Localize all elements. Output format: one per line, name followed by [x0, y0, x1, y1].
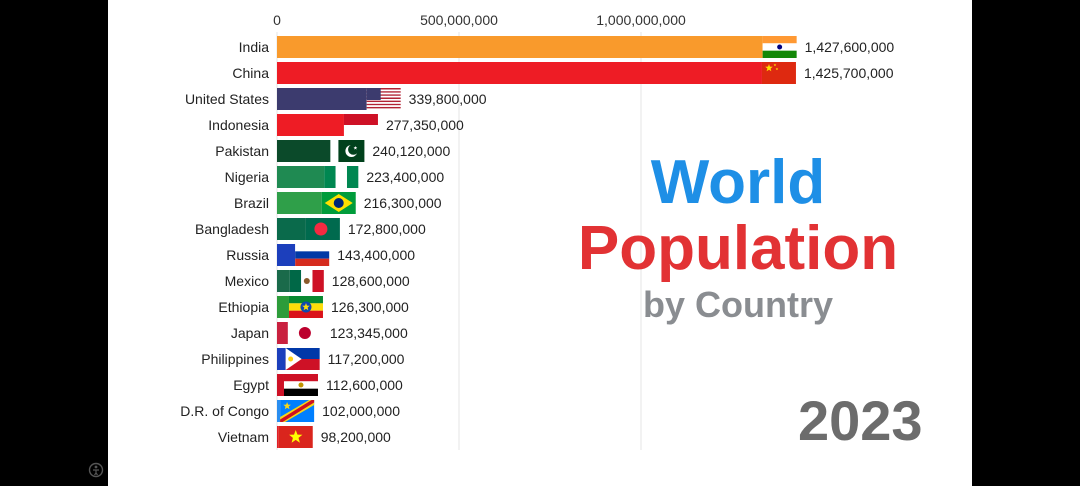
bar — [277, 426, 279, 448]
bar — [277, 140, 331, 162]
japan-flag — [287, 322, 322, 344]
pakistan-flag — [330, 140, 365, 162]
bar — [277, 192, 322, 214]
bar — [277, 218, 306, 240]
dr-congo-flag — [280, 400, 315, 422]
category-label: Nigeria — [225, 169, 270, 185]
value-label: 223,400,000 — [366, 169, 444, 185]
title-line-by-country: by Country — [642, 284, 833, 325]
category-label: Japan — [231, 325, 269, 341]
category-label: Vietnam — [218, 429, 269, 445]
value-label: 117,200,000 — [328, 351, 405, 367]
bangladesh-flag — [305, 218, 340, 240]
value-label: 112,600,000 — [326, 377, 403, 393]
value-label: 1,427,600,000 — [805, 39, 895, 55]
category-label: China — [232, 65, 269, 81]
russia-flag — [295, 244, 330, 266]
china-flag — [761, 62, 796, 84]
title-line-population: Population — [577, 214, 899, 283]
value-label: 240,120,000 — [372, 143, 450, 159]
bar — [277, 400, 281, 422]
bar — [277, 114, 344, 136]
category-label: Philippines — [201, 351, 269, 367]
egypt-flag — [283, 374, 318, 396]
x-tick-label: 0 — [273, 12, 281, 28]
bar — [277, 322, 288, 344]
bar-chart: 0 500,000,000 1,000,000,000 India 1,427,600,… — [180, 12, 895, 450]
x-tick-label: 500,000,000 — [420, 12, 498, 28]
value-label: 128,600,000 — [332, 273, 410, 289]
category-label: Indonesia — [208, 117, 269, 133]
chart-title: World Population by Country — [548, 150, 928, 328]
value-label: 126,300,000 — [331, 299, 409, 315]
accessibility-icon[interactable] — [88, 462, 104, 478]
mexico-flag — [289, 270, 324, 292]
vietnam-flag — [278, 426, 313, 448]
bar — [277, 36, 763, 58]
bar — [277, 244, 296, 266]
bar — [277, 62, 762, 84]
philippines-flag — [285, 348, 320, 370]
brazil-flag — [321, 192, 356, 214]
bar — [277, 166, 325, 188]
bar — [277, 270, 290, 292]
title-line-world: World — [650, 148, 826, 217]
value-label: 98,200,000 — [321, 429, 391, 445]
value-label: 1,425,700,000 — [804, 65, 894, 81]
category-label: Brazil — [234, 195, 269, 211]
bar — [277, 374, 284, 396]
x-tick-label: 1,000,000,000 — [596, 12, 686, 28]
india-flag — [762, 36, 797, 58]
value-label: 339,800,000 — [409, 91, 487, 107]
ethiopia-flag — [288, 296, 323, 318]
united-states-flag — [366, 88, 401, 110]
year-label: 2023 — [798, 389, 923, 452]
category-label: Mexico — [225, 273, 270, 289]
value-label: 143,400,000 — [337, 247, 415, 263]
value-label: 172,800,000 — [348, 221, 426, 237]
category-label: Egypt — [233, 377, 269, 393]
category-label: Bangladesh — [195, 221, 269, 237]
bar — [277, 88, 367, 110]
bar — [277, 348, 286, 370]
chart-canvas: 0 500,000,000 1,000,000,000 India 1,427,600,… — [108, 0, 972, 486]
category-label: D.R. of Congo — [180, 403, 269, 419]
category-label: United States — [185, 91, 269, 107]
value-label: 123,345,000 — [330, 325, 408, 341]
value-label: 216,300,000 — [364, 195, 442, 211]
indonesia-flag — [343, 114, 378, 136]
value-label: 277,350,000 — [386, 117, 464, 133]
category-label: Pakistan — [215, 143, 269, 159]
bar — [277, 296, 289, 318]
category-label: Russia — [226, 247, 269, 263]
category-label: India — [239, 39, 270, 55]
nigeria-flag — [324, 166, 359, 188]
category-label: Ethiopia — [218, 299, 269, 315]
value-label: 102,000,000 — [322, 403, 400, 419]
